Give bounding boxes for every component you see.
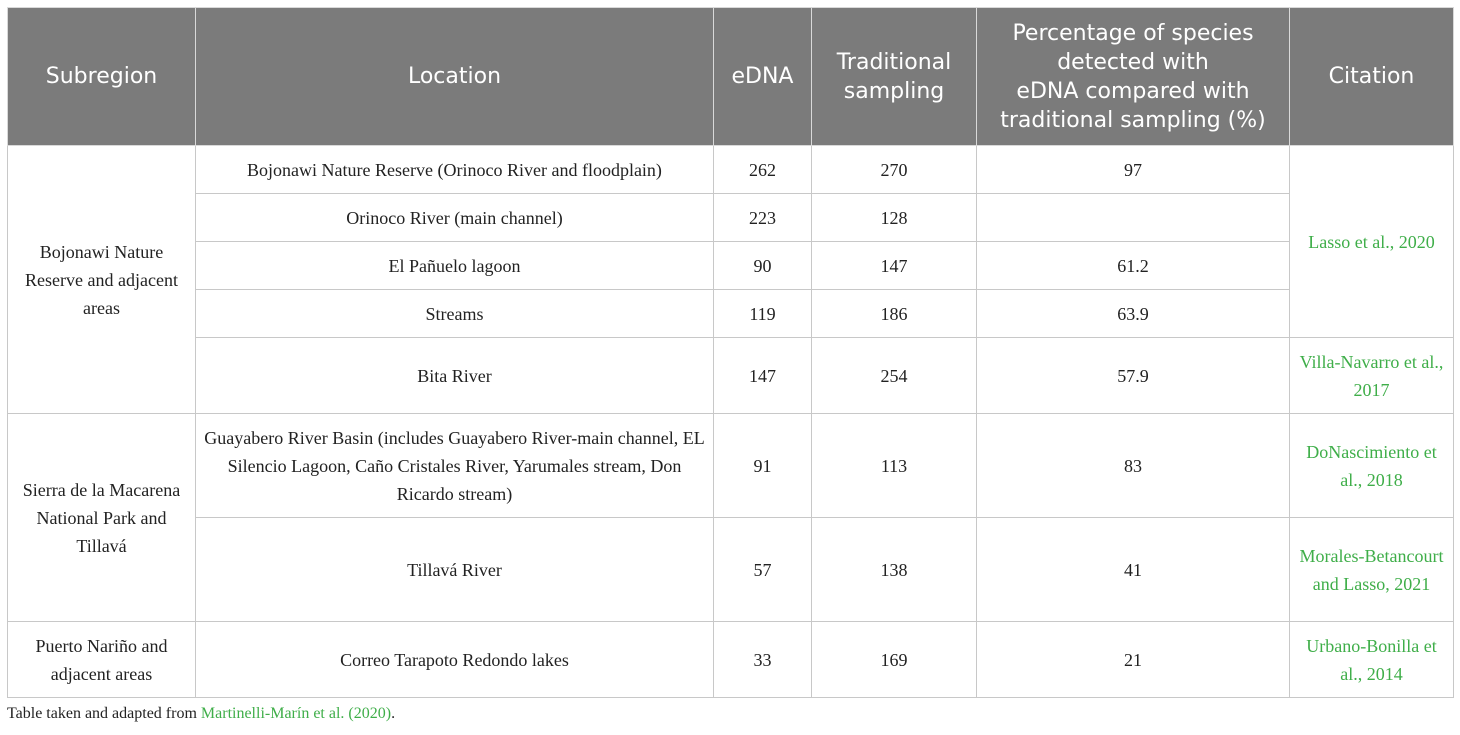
table-footnote: Table taken and adapted from Martinelli-… [7,705,395,723]
traditional-cell: 270 [811,145,977,194]
table-row: Orinoco River (main channel) 223 128 [8,193,1454,242]
subregion-cell: Sierra de la Macarena National Park and … [7,413,196,622]
table-row: Bojonawi Nature Reserve and adjacent are… [7,145,1454,414]
species-detection-table: Subregion Location eDNA Traditional samp… [7,7,1454,698]
location-cell: Guayabero River Basin (includes Guayaber… [195,413,714,518]
percentage-cell: 97 [976,145,1290,194]
header-percentage-line1: Percentage of species [1012,20,1254,46]
traditional-cell: 128 [811,193,977,242]
edna-cell: 33 [713,621,812,698]
edna-cell: 90 [713,241,812,290]
location-cell: El Pañuelo lagoon [195,241,714,290]
table-row: El Pañuelo lagoon 90 147 61.2 [8,241,1454,290]
traditional-cell: 138 [811,517,977,622]
citation-link[interactable]: Morales-Betancourt and Lasso, 2021 [1289,517,1454,622]
percentage-cell: 63.9 [976,289,1290,338]
traditional-cell: 254 [811,337,977,414]
footnote-prefix: Table taken and adapted from [7,705,201,722]
citation-link[interactable]: Urbano-Bonilla et al., 2014 [1289,621,1454,698]
footnote-suffix: . [391,705,396,722]
header-location: Location [195,7,714,146]
traditional-cell: 113 [811,413,977,518]
header-traditional-line1: Traditional [836,49,952,75]
traditional-cell: 186 [811,289,977,338]
edna-cell: 223 [713,193,812,242]
percentage-cell: 41 [976,517,1290,622]
table-row: Puerto Nariño and adjacent areas Correo … [7,621,1454,698]
citation-link[interactable]: Lasso et al., 2020 [1289,145,1454,338]
location-cell: Orinoco River (main channel) [195,193,714,242]
subregion-cell: Bojonawi Nature Reserve and adjacent are… [7,145,196,414]
traditional-cell: 169 [811,621,977,698]
traditional-cell: 147 [811,241,977,290]
header-traditional-line2: sampling [843,78,945,104]
edna-cell: 262 [713,145,812,194]
edna-cell: 57 [713,517,812,622]
header-percentage-line2: detected with [1057,49,1209,75]
percentage-cell [976,193,1290,242]
subregion-cell: Puerto Nariño and adjacent areas [7,621,196,698]
location-cell: Bita River [195,337,714,414]
table-row: Tillavá River 57 138 41 Morales-Betancou… [8,517,1454,622]
header-subregion: Subregion [7,7,196,146]
header-percentage-line3: eDNA compared with [1016,78,1250,104]
table-row: Streams 119 186 63.9 [8,289,1454,338]
location-cell: Tillavá River [195,517,714,622]
edna-cell: 147 [713,337,812,414]
citation-link[interactable]: DoNascimiento et al., 2018 [1289,413,1454,518]
percentage-cell: 83 [976,413,1290,518]
location-cell: Correo Tarapoto Redondo lakes [195,621,714,698]
percentage-cell: 57.9 [976,337,1290,414]
data-table-container: Subregion Location eDNA Traditional samp… [7,7,1454,698]
footnote-source-link[interactable]: Martinelli-Marín et al. (2020) [200,705,392,722]
table-row: Bita River 147 254 57.9 Villa-Navarro et… [8,337,1454,414]
header-traditional-sampling: Traditional sampling [811,7,977,146]
header-percentage-line4: traditional sampling (%) [1000,107,1266,133]
table-row: Sierra de la Macarena National Park and … [7,413,1454,622]
header-percentage: Percentage of species detected with eDNA… [976,7,1290,146]
header-edna: eDNA [713,7,812,146]
header-citation: Citation [1289,7,1454,146]
location-cell: Bojonawi Nature Reserve (Orinoco River a… [195,145,714,194]
header-row: Subregion Location eDNA Traditional samp… [7,7,1454,146]
percentage-cell: 21 [976,621,1290,698]
location-cell: Streams [195,289,714,338]
percentage-cell: 61.2 [976,241,1290,290]
edna-cell: 119 [713,289,812,338]
edna-cell: 91 [713,413,812,518]
citation-link[interactable]: Villa-Navarro et al., 2017 [1289,337,1454,414]
